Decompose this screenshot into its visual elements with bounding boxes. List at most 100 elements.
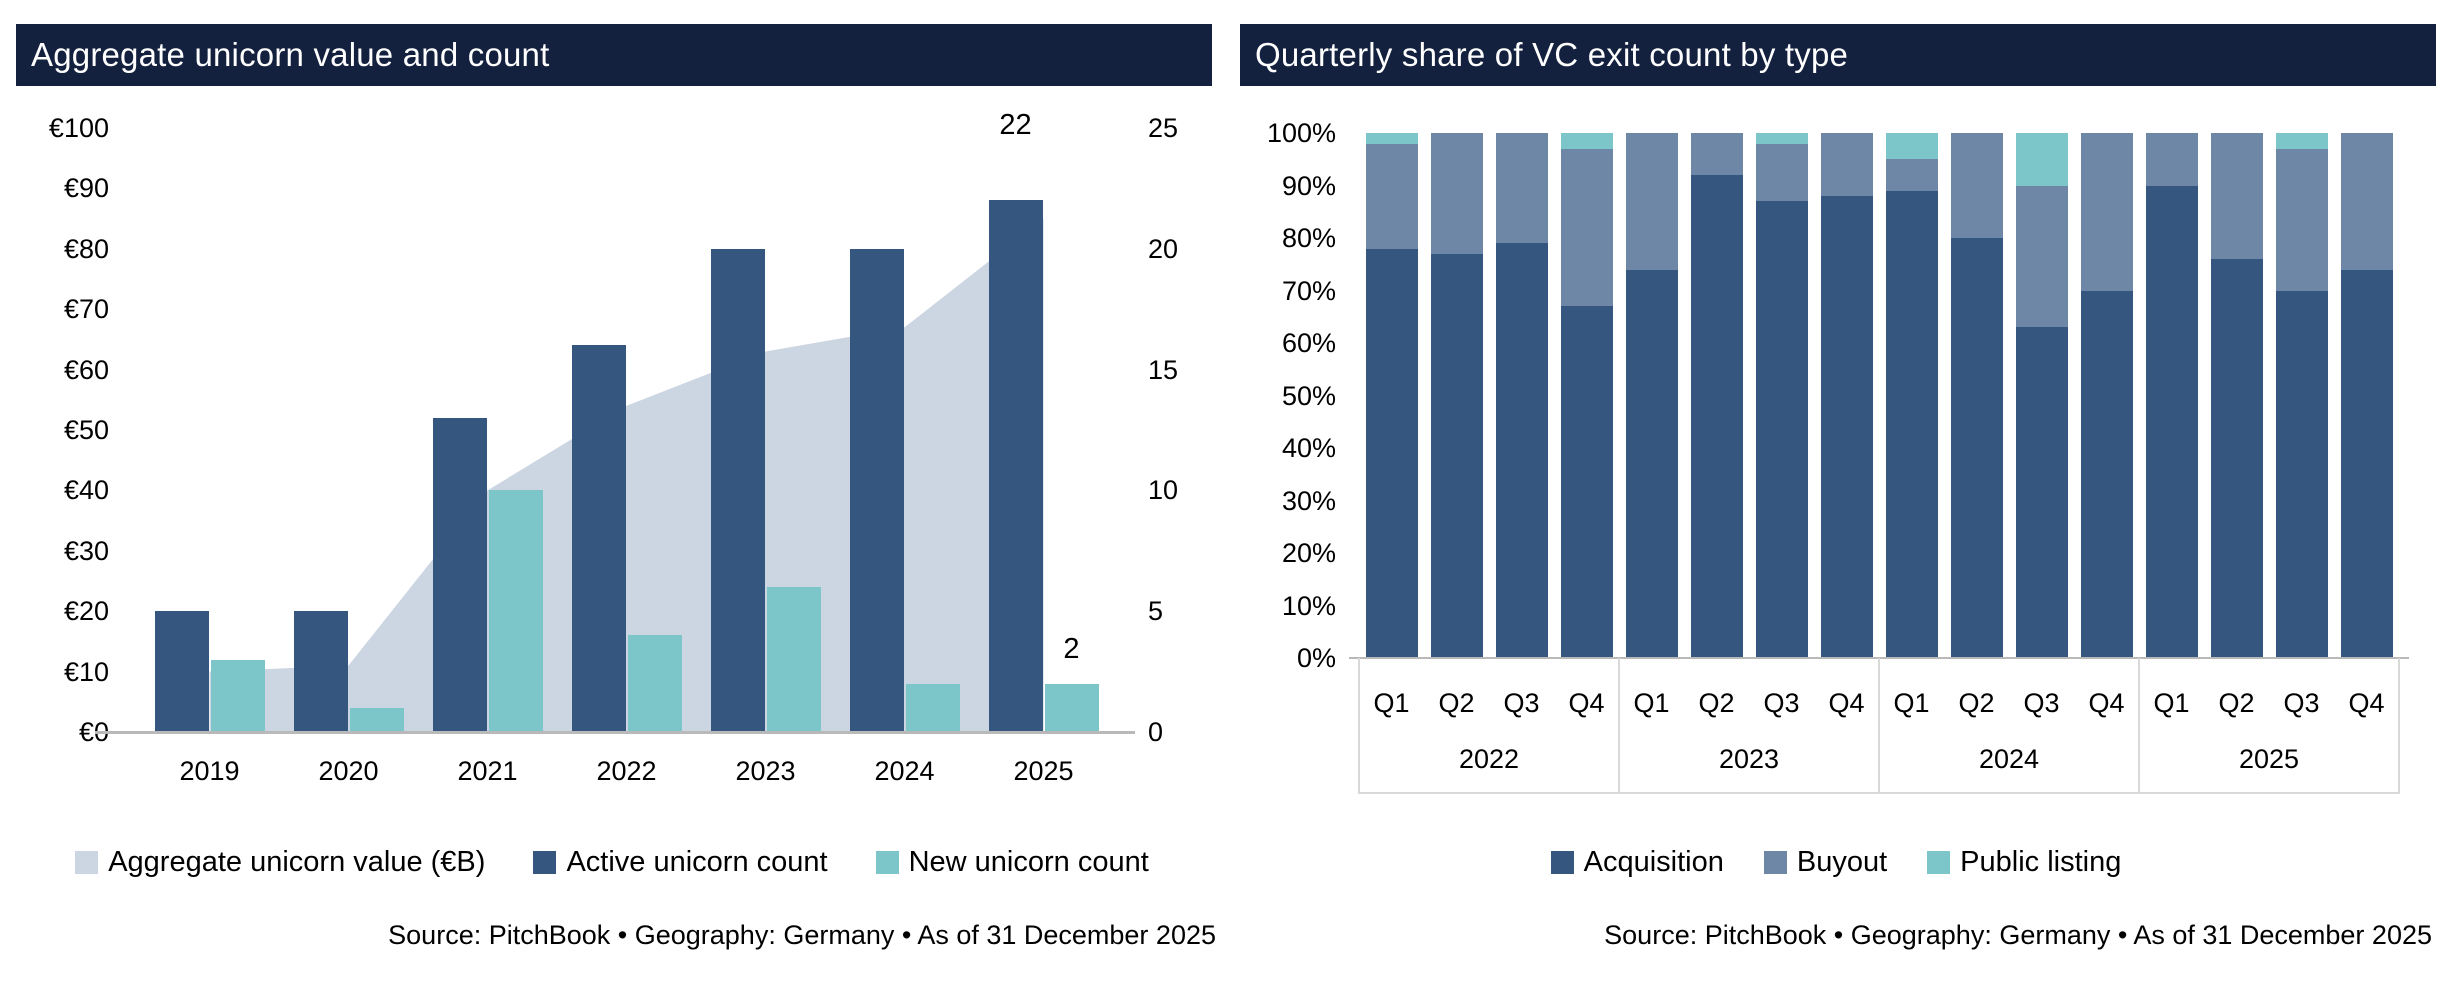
left-chart-panel: Aggregate unicorn value and count €0 €10 €… <box>16 24 1216 950</box>
left-chart-title-bar: Aggregate unicorn value and count <box>16 24 1212 86</box>
public-listing-segment-2025-Q3 <box>2275 133 2328 149</box>
acquisition-segment-2023-Q1 <box>1625 269 1678 658</box>
left-chart-count-axis-label: 10 <box>1148 475 1179 506</box>
right-chart-percent-axis-label: 20% <box>1281 538 1336 568</box>
left-chart-year-label-2019: 2019 <box>179 756 240 786</box>
right-chart-year-separator <box>1618 658 1620 794</box>
legend-swatch-acquisition <box>1550 851 1574 874</box>
acquisition-segment-2025-Q2 <box>2210 259 2263 658</box>
bar-value-label-22: 22 <box>999 109 1032 142</box>
right-chart-source-note: Source: PitchBook • Geography: Germany •… <box>1604 920 2432 950</box>
left-chart-year-label-2021: 2021 <box>457 756 518 786</box>
right-chart-percent-axis-label: 0% <box>1296 643 1336 673</box>
right-chart-year-separator <box>2138 658 2140 794</box>
left-chart-count-axis-label: 0 <box>1148 717 1164 747</box>
right-legend-item: Acquisition <box>1550 846 1724 879</box>
right-chart-quarter-label-2023-Q4: Q4 <box>1828 688 1865 718</box>
new-unicorn-count-bar-2023 <box>766 587 821 732</box>
left-chart-euro-axis-label: €10 <box>63 656 109 687</box>
buyout-segment-2022-Q3 <box>1495 133 1548 244</box>
buyout-segment-2023-Q3 <box>1755 143 1808 202</box>
buyout-segment-2025-Q1 <box>2145 133 2198 186</box>
left-chart-euro-axis-label: €40 <box>63 475 109 506</box>
buyout-segment-2022-Q1 <box>1365 143 1418 249</box>
buyout-segment-2022-Q4 <box>1560 148 1613 307</box>
legend-swatch-new-unicorn-count <box>875 851 899 874</box>
left-chart-euro-axis-label: €80 <box>63 233 109 264</box>
legend-label: Public listing <box>1960 846 2122 878</box>
legend-label: New unicorn count <box>908 846 1149 878</box>
left-chart-count-axis-label: 15 <box>1148 354 1179 385</box>
left-chart-title: Aggregate unicorn value and count <box>31 36 550 73</box>
acquisition-segment-2024-Q3 <box>2015 327 2068 658</box>
right-chart-percent-axis-label: 60% <box>1281 328 1336 358</box>
new-unicorn-count-bar-2024 <box>905 683 960 732</box>
left-chart-euro-axis-label: €0 <box>78 717 109 747</box>
right-legend-item: Public listing <box>1927 846 2121 879</box>
left-legend-item: Aggregate unicorn value (€B) <box>75 846 485 879</box>
right-chart-year-label-2022: 2022 <box>1458 744 1520 774</box>
public-listing-segment-2024-Q3 <box>2015 133 2068 186</box>
left-legend-item: Active unicorn count <box>533 846 828 879</box>
left-chart-source-note: Source: PitchBook • Geography: Germany •… <box>388 920 1216 950</box>
acquisition-segment-2022-Q3 <box>1495 243 1548 658</box>
right-chart-percent-axis-label: 70% <box>1281 275 1336 306</box>
left-chart-x-axis-line <box>95 731 1135 734</box>
legend-label: Active unicorn count <box>566 846 828 878</box>
right-chart-year-separator <box>1358 658 1360 794</box>
right-chart-quarter-label-2025-Q2: Q2 <box>2218 688 2255 718</box>
right-chart-quarter-label-2023-Q3: Q3 <box>1763 688 1800 718</box>
left-chart-euro-axis-label: €60 <box>63 354 109 385</box>
buyout-segment-2022-Q2 <box>1430 133 1483 254</box>
right-chart-year-label-2023: 2023 <box>1718 744 1780 774</box>
right-chart-quarter-label-2022-Q2: Q2 <box>1438 688 1475 718</box>
right-chart-quarter-label-2025-Q1: Q1 <box>2153 688 2190 718</box>
left-chart-count-axis-label: 20 <box>1148 233 1179 264</box>
buyout-segment-2023-Q4 <box>1820 133 1873 196</box>
left-chart-year-label-2020: 2020 <box>318 756 379 786</box>
buyout-segment-2023-Q2 <box>1690 133 1743 175</box>
right-chart-year-separator <box>2398 658 2400 794</box>
right-chart-percent-axis-label: 80% <box>1281 223 1336 253</box>
right-chart-percent-axis-label: 30% <box>1281 485 1336 516</box>
active-unicorn-count-bar-2021 <box>432 417 487 732</box>
active-unicorn-count-bar-2024 <box>849 248 904 732</box>
acquisition-segment-2022-Q2 <box>1430 253 1483 658</box>
right-chart-percent-axis-label: 100% <box>1266 118 1336 148</box>
right-chart-quarter-label-2024-Q3: Q3 <box>2023 688 2060 718</box>
legend-swatch-aggregate-unicorn-value-b- <box>75 851 99 874</box>
left-chart-year-label-2024: 2024 <box>874 756 935 786</box>
right-chart-title-bar: Quarterly share of VC exit count by type <box>1240 24 2436 86</box>
left-chart-year-label-2022: 2022 <box>596 756 657 786</box>
acquisition-segment-2023-Q4 <box>1820 196 1873 658</box>
right-chart-quarter-label-2023-Q1: Q1 <box>1633 688 1670 718</box>
legend-label: Acquisition <box>1583 846 1724 878</box>
acquisition-segment-2025-Q1 <box>2145 185 2198 658</box>
acquisition-segment-2025-Q3 <box>2275 290 2328 658</box>
acquisition-segment-2024-Q1 <box>1885 190 1938 658</box>
legend-swatch-buyout <box>1763 851 1787 874</box>
left-chart-euro-axis-label: €20 <box>63 596 109 627</box>
right-chart-legend: Acquisition Buyout Public listing <box>1224 846 2448 879</box>
buyout-segment-2024-Q4 <box>2080 133 2133 291</box>
acquisition-segment-2024-Q2 <box>1950 238 2003 658</box>
public-listing-segment-2022-Q4 <box>1560 133 1613 149</box>
buyout-segment-2024-Q2 <box>1950 133 2003 238</box>
left-chart-euro-axis-label: €70 <box>63 294 109 325</box>
right-chart-year-separator <box>1878 658 1880 794</box>
acquisition-segment-2023-Q3 <box>1755 201 1808 658</box>
acquisition-segment-2025-Q4 <box>2340 269 2393 658</box>
right-chart-quarter-label-2024-Q4: Q4 <box>2088 688 2125 718</box>
new-unicorn-count-bar-2022 <box>627 635 682 732</box>
left-chart-euro-axis-label: €100 <box>48 113 109 143</box>
buyout-segment-2025-Q3 <box>2275 148 2328 291</box>
right-chart-year-label-2025: 2025 <box>2238 744 2300 774</box>
public-listing-segment-2024-Q1 <box>1885 133 1938 160</box>
right-chart-percent-axis-label: 50% <box>1281 380 1336 411</box>
left-chart-year-label-2023: 2023 <box>735 756 796 786</box>
right-chart-year-label-2024: 2024 <box>1978 744 2040 774</box>
buyout-segment-2024-Q3 <box>2015 185 2068 328</box>
right-chart-panel: Quarterly share of VC exit count by type… <box>1224 0 2448 984</box>
buyout-segment-2025-Q4 <box>2340 133 2393 270</box>
active-unicorn-count-bar-2022 <box>571 345 626 732</box>
